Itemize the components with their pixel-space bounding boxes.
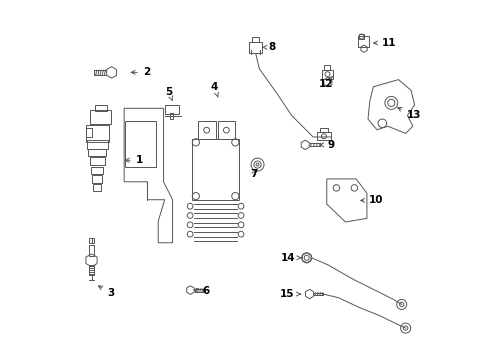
Text: 7: 7 — [250, 168, 258, 179]
Bar — [125, 121, 155, 167]
Text: 10: 10 — [361, 195, 383, 206]
Bar — [359, 34, 365, 40]
Text: 2: 2 — [131, 67, 150, 77]
Text: 11: 11 — [374, 38, 396, 48]
Bar — [93, 184, 101, 192]
Text: 4: 4 — [211, 82, 219, 97]
Bar — [218, 121, 235, 139]
Bar — [249, 42, 262, 53]
Text: 3: 3 — [98, 286, 114, 298]
Bar — [90, 157, 105, 165]
Bar — [88, 149, 106, 156]
Bar — [89, 238, 94, 243]
Bar — [86, 125, 109, 142]
Bar — [252, 37, 259, 41]
Text: 15: 15 — [280, 289, 300, 299]
Text: 8: 8 — [263, 42, 275, 52]
Bar — [87, 128, 92, 137]
Bar — [322, 70, 333, 78]
Bar — [87, 140, 108, 149]
Bar — [92, 175, 102, 183]
Bar — [171, 113, 173, 120]
Bar — [89, 265, 95, 275]
Text: 13: 13 — [398, 108, 421, 120]
Bar — [323, 65, 330, 70]
Bar — [192, 139, 239, 200]
Bar — [197, 121, 216, 139]
Bar — [91, 111, 111, 124]
Text: 5: 5 — [165, 87, 172, 100]
Text: 9: 9 — [320, 140, 335, 150]
Bar — [317, 132, 331, 140]
Bar — [91, 167, 103, 174]
Text: 1: 1 — [125, 155, 143, 165]
Bar — [95, 105, 107, 111]
Text: 6: 6 — [194, 286, 209, 296]
Bar — [320, 128, 328, 132]
Bar — [89, 244, 94, 256]
Bar — [165, 105, 179, 114]
Bar — [358, 36, 368, 46]
Text: 14: 14 — [281, 253, 301, 263]
Text: 12: 12 — [318, 76, 333, 89]
